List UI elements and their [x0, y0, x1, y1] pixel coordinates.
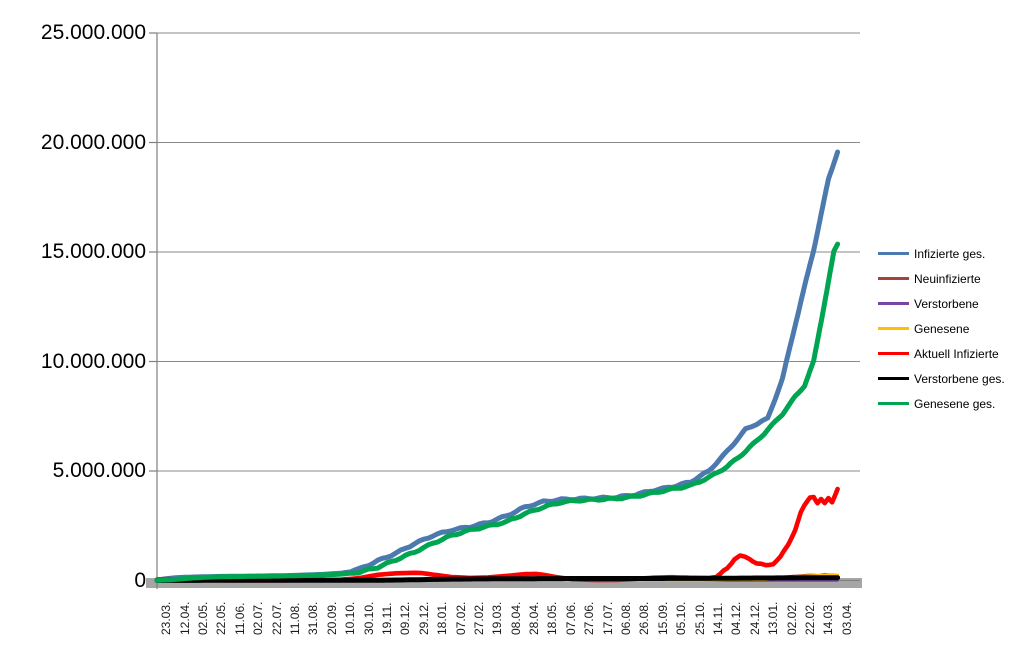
x-axis-tick-label: 22.05. — [214, 601, 229, 635]
x-axis-tick-label: 09.12. — [398, 601, 413, 635]
y-axis-tick-label: 15.000.000 — [40, 240, 146, 263]
x-axis-tick-label: 28.04. — [527, 601, 542, 635]
x-axis-tick-label: 02.02. — [784, 601, 799, 635]
x-axis-tick-label: 31.08. — [306, 601, 321, 635]
x-axis-tick-label: 15.09. — [655, 601, 670, 635]
legend-color-swatch — [878, 302, 909, 305]
y-axis-tick-label: 10.000.000 — [40, 349, 146, 373]
x-axis-tick-label: 18.05. — [545, 601, 560, 635]
x-axis-tick-label: 06.08. — [619, 601, 634, 635]
x-axis-tick-label: 19.03. — [490, 601, 505, 635]
y-axis-tick-label: 20.000.000 — [40, 130, 146, 154]
x-axis-tick-label: 11.06. — [232, 602, 247, 635]
x-axis-tick-label: 07.02. — [453, 601, 468, 635]
y-axis-tick-label: 0 — [134, 568, 146, 592]
x-axis-tick-label: 11.08. — [287, 602, 302, 635]
x-axis-tick-label: 14.03. — [821, 601, 836, 635]
series-line-genesene-ges — [154, 241, 841, 583]
x-axis-tick-label: 05.10. — [674, 601, 689, 635]
x-axis-tick-label: 22.02. — [803, 601, 817, 635]
x-axis-tick-label: 03.04. — [839, 601, 854, 635]
legend-item: Aktuell Infizierte — [878, 341, 1005, 366]
x-axis-tick-label: 22.07. — [269, 601, 284, 635]
x-axis-tick-label: 27.06. — [582, 601, 597, 635]
chart-legend: Infizierte ges. Neuinfizierte Verstorbene G… — [878, 241, 1005, 416]
legend-item: Genesene — [878, 316, 1005, 341]
legend-item: Neuinfizierte — [878, 266, 1005, 291]
series-line-infizierte-ges — [154, 149, 841, 583]
y-axis-tick-label: 25.000.000 — [40, 21, 146, 44]
y-axis-tick-label: 5.000.000 — [52, 459, 146, 482]
x-axis-tick-label: 02.05. — [195, 601, 210, 635]
x-axis-tick-label: 12.04. — [177, 601, 192, 635]
legend-item: Infizierte ges. — [878, 241, 1005, 266]
x-axis-tick-label: 24.12. — [747, 601, 762, 635]
x-axis-tick-label: 17.07. — [600, 601, 615, 635]
legend-label: Genesene ges. — [914, 396, 996, 411]
legend-color-swatch — [878, 277, 909, 280]
x-axis-tick-label: 20.09. — [324, 601, 339, 635]
x-axis-tick-label: 23.03. — [159, 601, 174, 635]
x-axis-tick-label: 08.04. — [508, 601, 523, 635]
legend-item: Genesene ges. — [878, 391, 1005, 416]
x-axis-tick-label: 29.12. — [416, 601, 431, 635]
series-line-aktuell-infizierte — [154, 486, 840, 583]
x-axis-tick-label: 14.11. — [711, 602, 726, 635]
x-axis-tick-label: 04.12. — [729, 601, 744, 635]
legend-label: Verstorbene — [914, 296, 979, 311]
legend-color-swatch — [878, 252, 909, 255]
x-axis-tick-label: 13.01. — [766, 601, 781, 635]
x-axis-tick-label: 30.10. — [361, 601, 376, 635]
x-axis-tick-label: 10.10. — [343, 601, 358, 635]
legend-color-swatch — [878, 352, 909, 355]
legend-label: Genesene — [914, 321, 970, 336]
legend-color-swatch — [878, 402, 909, 405]
x-axis-tick-label: 19.11. — [379, 602, 394, 635]
x-axis-tick-label: 18.01. — [435, 601, 450, 635]
legend-color-swatch — [878, 327, 909, 330]
x-axis-tick-label: 02.07. — [251, 601, 266, 635]
legend-item: Verstorbene ges. — [878, 366, 1005, 391]
legend-color-swatch — [878, 377, 909, 380]
x-axis-bar — [146, 578, 862, 588]
legend-label: Infizierte ges. — [914, 246, 986, 261]
legend-label: Verstorbene ges. — [914, 371, 1005, 386]
series-line-verstorbene-ges — [154, 575, 841, 583]
x-axis-tick-label: 27.02. — [471, 601, 486, 635]
legend-item: Verstorbene — [878, 291, 1005, 316]
legend-label: Aktuell Infizierte — [914, 346, 999, 361]
x-axis-tick-label: 25.10. — [692, 601, 707, 635]
x-axis-tick-label: 26.08. — [637, 601, 652, 635]
legend-label: Neuinfizierte — [914, 271, 981, 286]
x-axis-tick-label: 07.06. — [563, 601, 578, 635]
